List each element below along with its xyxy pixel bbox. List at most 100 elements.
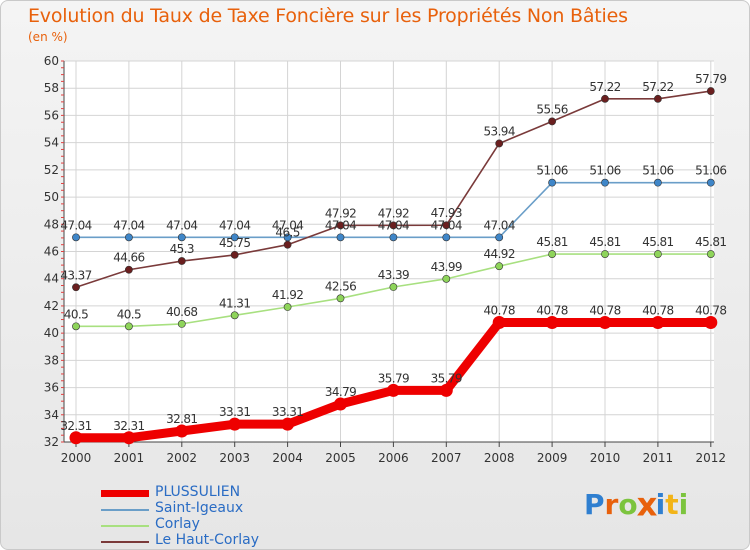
logo-letter: i (678, 488, 689, 521)
data-point (230, 251, 239, 259)
data-point (548, 250, 556, 258)
data-label: 47.92 (325, 206, 356, 220)
data-point (230, 311, 239, 320)
data-label: 45.3 (170, 242, 194, 256)
legend-label: PLUSSULIEN (155, 484, 241, 500)
legend-item: Saint-Igeaux (101, 500, 301, 517)
data-label: 47.04 (113, 218, 144, 232)
data-label: 47.04 (431, 218, 462, 232)
data-label: 44.66 (113, 251, 144, 265)
y-tick-label: 40 (44, 326, 59, 340)
data-label: 47.92 (378, 206, 409, 220)
legend-swatch (101, 509, 149, 511)
data-point (495, 233, 504, 242)
legend-swatch (101, 525, 149, 527)
data-point (69, 431, 83, 445)
data-label: 40.78 (536, 304, 567, 318)
data-point (442, 221, 451, 230)
y-tick-label: 50 (44, 190, 59, 204)
data-label: 57.22 (642, 80, 673, 94)
data-point (283, 303, 292, 311)
x-tick-label: 2006 (378, 451, 409, 465)
data-point (125, 265, 133, 274)
y-tick-label: 60 (44, 54, 59, 68)
y-tick-label: 58 (44, 81, 59, 95)
data-point (548, 178, 556, 187)
legend-label: Saint-Igeaux (155, 500, 244, 516)
data-point (177, 233, 186, 242)
data-label: 44.92 (484, 247, 515, 261)
data-point (495, 262, 504, 271)
data-point (601, 178, 609, 187)
data-label: 51.06 (536, 164, 567, 178)
data-label: 47.04 (272, 218, 303, 232)
data-point (704, 316, 718, 330)
data-label: 53.94 (484, 124, 515, 138)
logo-letter: i (655, 488, 666, 521)
data-point (386, 383, 400, 397)
data-point (283, 240, 292, 249)
data-label: 35.79 (431, 371, 462, 385)
data-label: 47.04 (325, 218, 356, 232)
data-label: 40.5 (117, 307, 141, 321)
x-tick-label: 2002 (167, 451, 198, 465)
data-point (601, 250, 609, 258)
data-point (125, 233, 133, 242)
data-label: 45.81 (695, 235, 726, 249)
legend-label: Corlay (155, 516, 200, 532)
x-tick-label: 2001 (114, 451, 145, 465)
data-point (334, 397, 347, 411)
y-tick-label: 32 (44, 435, 59, 449)
data-point (125, 322, 133, 331)
data-point (72, 322, 80, 331)
data-point (389, 233, 398, 242)
data-label: 57.22 (589, 80, 620, 94)
data-point (281, 417, 295, 431)
data-point (545, 316, 559, 330)
y-tick-label: 54 (44, 136, 59, 150)
logo-letter: P (584, 488, 605, 521)
data-label: 40.5 (64, 307, 88, 321)
data-label: 41.92 (272, 288, 303, 302)
logo-letter: x (636, 485, 658, 524)
legend-swatch (101, 490, 149, 497)
data-point (601, 94, 609, 103)
y-tick-label: 52 (44, 163, 59, 177)
data-point (228, 417, 242, 431)
legend-item: PLUSSULIEN (101, 484, 301, 501)
data-label: 47.04 (166, 218, 197, 232)
y-tick-label: 56 (44, 108, 59, 122)
data-label: 35.79 (378, 371, 409, 385)
data-point (442, 274, 451, 283)
data-point (706, 250, 715, 258)
data-labels: 47.04 47.04 47.04 47.04 47.04 47.04 47.04 47.04… (60, 72, 727, 433)
data-label: 43.99 (431, 260, 462, 274)
data-point (654, 178, 662, 187)
data-label: 40.78 (484, 304, 515, 318)
logo-letter: t (665, 488, 679, 521)
y-tick-label: 44 (44, 272, 59, 286)
y-tick-label: 42 (44, 299, 59, 313)
data-label: 40.68 (166, 305, 197, 319)
data-label: 45.75 (219, 236, 250, 250)
data-label: 45.81 (536, 235, 567, 249)
data-point (177, 319, 186, 328)
data-label: 51.06 (695, 164, 726, 178)
data-label: 32.31 (113, 419, 144, 433)
data-label: 45.81 (642, 235, 673, 249)
data-label: 47.04 (219, 218, 250, 232)
data-point (389, 221, 398, 230)
data-point (654, 250, 662, 258)
data-label: 32.81 (166, 412, 197, 426)
data-label: 40.78 (695, 304, 726, 318)
data-point (598, 316, 612, 330)
data-point (336, 221, 345, 230)
data-label: 33.31 (272, 405, 303, 419)
data-point (548, 117, 556, 126)
axes: 32 34 36 38 40 42 44 46 48 50 52 54 56 58 60 2000 2001 20… (44, 54, 726, 465)
data-point (442, 233, 451, 242)
data-label: 51.06 (642, 164, 673, 178)
legend-item: Le Haut-Corlay (101, 532, 301, 549)
data-point (492, 316, 506, 330)
y-tick-label: 36 (44, 381, 59, 395)
